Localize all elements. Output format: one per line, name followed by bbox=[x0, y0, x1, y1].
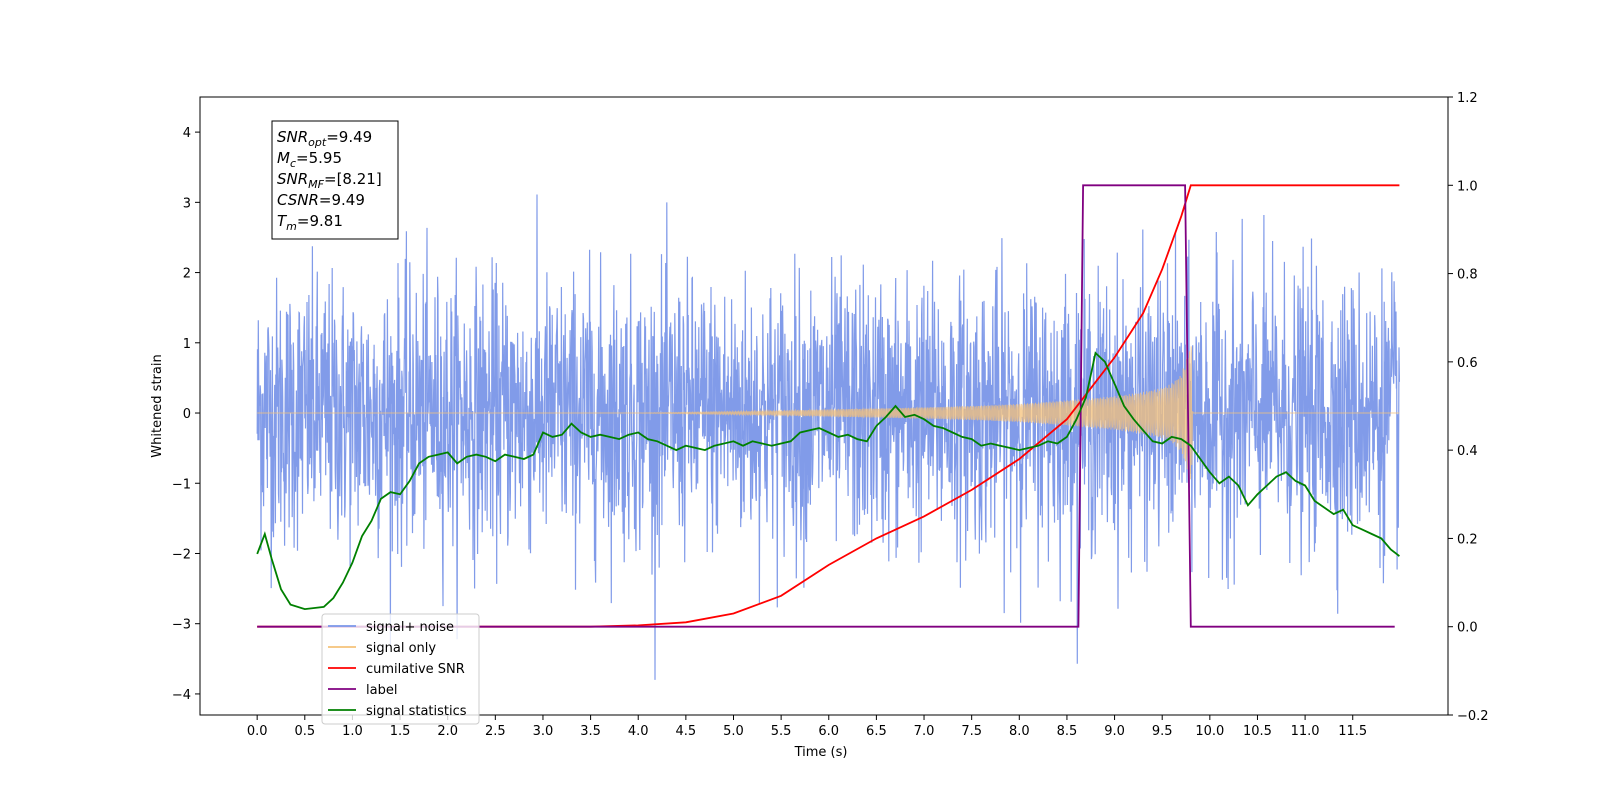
x-tick-label: 7.0 bbox=[914, 724, 935, 739]
y-right-tick-label: 0.8 bbox=[1457, 268, 1478, 283]
y-left-tick-label: 2 bbox=[183, 267, 191, 282]
y-left-tick-label: 0 bbox=[183, 407, 191, 422]
series-cumulative-snr bbox=[257, 184, 1400, 628]
y-left-tick-label: 3 bbox=[183, 196, 191, 211]
x-tick-label: 1.0 bbox=[342, 724, 363, 739]
x-tick-label: 9.5 bbox=[1152, 724, 1173, 739]
info-line: Tm=9.81 bbox=[277, 212, 343, 233]
x-tick-label: 2.5 bbox=[485, 724, 506, 739]
x-axis-title: Time (s) bbox=[794, 745, 848, 760]
x-tick-label: 6.0 bbox=[818, 724, 839, 739]
y-left-tick-label: −1 bbox=[172, 477, 191, 492]
x-tick-label: 4.5 bbox=[676, 724, 697, 739]
plot-frame bbox=[199, 96, 1449, 716]
plot-series bbox=[256, 184, 1400, 680]
y-left-tick-label: 1 bbox=[183, 337, 191, 352]
x-tick-label: 1.5 bbox=[390, 724, 411, 739]
y-right-tick-label: 0.0 bbox=[1457, 621, 1478, 636]
legend-label: signal+ noise bbox=[366, 620, 454, 635]
y-axis-right: −0.2 0.0 0.2 0.4 0.6 0.8 1.0 1.2 bbox=[1448, 91, 1489, 724]
x-axis: 0.0 0.5 1.0 1.5 2.0 2.5 3.0 3.5 4.0 4.5 5.0 5.5 6.0 6… bbox=[247, 715, 1367, 739]
y-right-tick-label: 0.4 bbox=[1457, 444, 1478, 459]
info-line: SNRopt=9.49 bbox=[277, 128, 372, 149]
x-tick-label: 10.0 bbox=[1195, 724, 1224, 739]
x-tick-label: 0.0 bbox=[247, 724, 268, 739]
y-right-tick-label: 1.2 bbox=[1457, 91, 1478, 106]
series-label bbox=[257, 184, 1395, 628]
plot-area bbox=[256, 184, 1400, 680]
x-tick-label: 6.5 bbox=[866, 724, 887, 739]
x-tick-label: 4.0 bbox=[628, 724, 649, 739]
x-tick-label: 5.0 bbox=[723, 724, 744, 739]
legend-label: signal only bbox=[366, 641, 436, 656]
y-right-tick-label: 0.2 bbox=[1457, 532, 1478, 547]
x-tick-label: 8.0 bbox=[1009, 724, 1030, 739]
y-right-tick-label: −0.2 bbox=[1457, 709, 1489, 724]
info-line: Mc=5.95 bbox=[277, 149, 342, 170]
series-signal-only bbox=[257, 346, 1400, 480]
x-tick-label: 5.5 bbox=[771, 724, 792, 739]
x-tick-label: 7.5 bbox=[961, 724, 982, 739]
x-tick-label: 8.5 bbox=[1057, 724, 1078, 739]
y-right-tick-label: 0.6 bbox=[1457, 356, 1478, 371]
y-left-tick-label: 4 bbox=[183, 126, 191, 141]
x-tick-label: 10.5 bbox=[1243, 724, 1272, 739]
x-tick-label: 9.0 bbox=[1104, 724, 1125, 739]
x-tick-label: 11.0 bbox=[1291, 724, 1320, 739]
y-left-tick-label: −2 bbox=[172, 547, 191, 562]
info-box-frame bbox=[271, 120, 399, 240]
y-axis-left-title: Whitened strain bbox=[150, 354, 165, 457]
y-axis-left: −4 −3 −2 −1 0 1 2 3 4 bbox=[172, 126, 200, 703]
x-tick-label: 2.0 bbox=[437, 724, 458, 739]
legend-label: cumilative SNR bbox=[366, 662, 465, 677]
x-tick-label: 0.5 bbox=[294, 724, 315, 739]
y-left-tick-label: −3 bbox=[172, 618, 191, 633]
legend-frame bbox=[321, 613, 480, 725]
x-tick-label: 3.5 bbox=[580, 724, 601, 739]
info-line: SNRMF=[8.21] bbox=[277, 170, 382, 191]
y-right-tick-label: 1.0 bbox=[1457, 179, 1478, 194]
x-tick-label: 3.0 bbox=[533, 724, 554, 739]
legend-label: label bbox=[366, 683, 397, 698]
series-signal-statistics bbox=[256, 351, 1400, 611]
x-tick-label: 11.5 bbox=[1338, 724, 1367, 739]
series-signal-noise bbox=[256, 194, 1400, 680]
y-left-tick-label: −4 bbox=[172, 688, 191, 703]
info-line: CSNR=9.49 bbox=[277, 191, 365, 209]
legend: signal+ noise signal only cumilative SNR la… bbox=[321, 613, 480, 725]
legend-label: signal statistics bbox=[366, 704, 467, 719]
